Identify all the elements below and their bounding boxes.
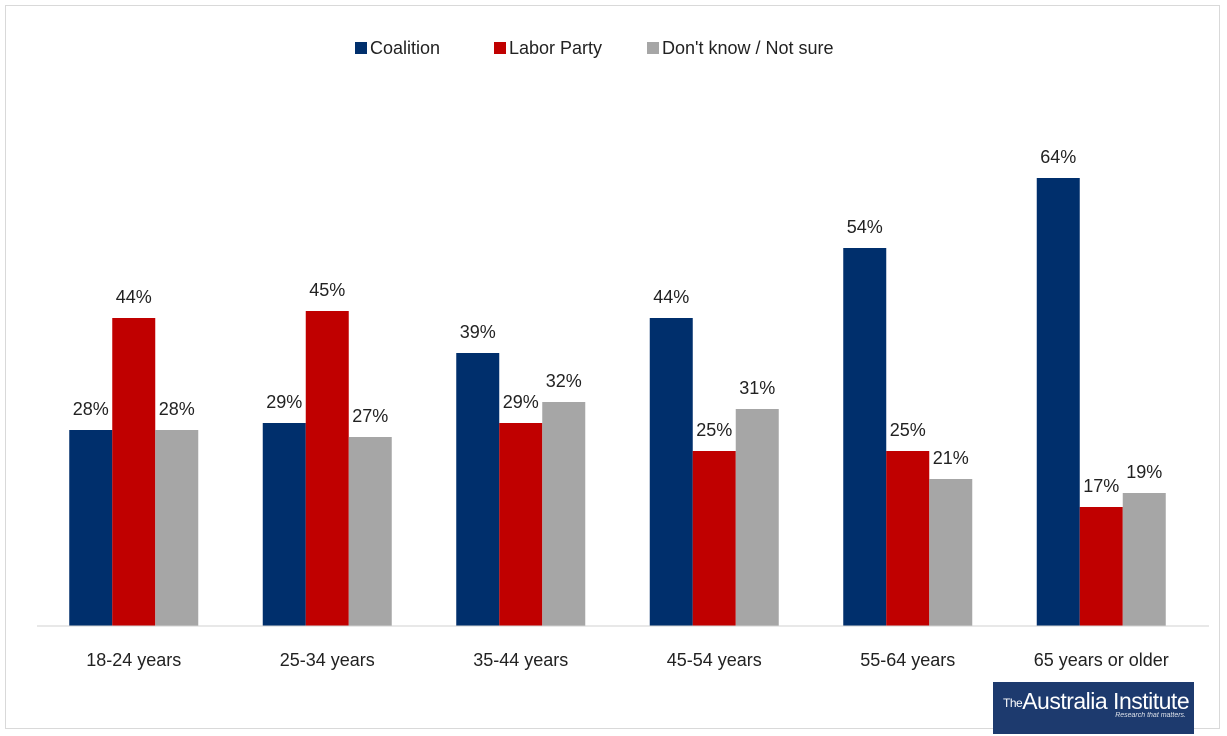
- logo-prefix: The: [1003, 696, 1023, 710]
- x-tick-label-45-54-years: 45-54 years: [667, 650, 762, 670]
- bar-labor-party-65-years-or-older: [1079, 507, 1123, 626]
- bar-don-t-know-not-sure-45-54-years: [735, 409, 779, 626]
- data-label-labor-party-55-64-years: 25%: [890, 420, 926, 440]
- logo-name: Australia Institute: [1022, 688, 1190, 714]
- bar-coalition-65-years-or-older: [1036, 178, 1080, 626]
- data-label-don-t-know-not-sure-25-34-years: 27%: [352, 406, 388, 426]
- x-tick-label-25-34-years: 25-34 years: [280, 650, 375, 670]
- bar-labor-party-18-24-years: [112, 318, 156, 626]
- bar-don-t-know-not-sure-18-24-years: [155, 430, 199, 626]
- legend-swatch-coalition: [355, 42, 367, 54]
- bar-chart: Coalition Labor Party Don't know / Not sur…: [37, 38, 1209, 670]
- legend-label-coalition: Coalition: [370, 38, 440, 58]
- data-label-labor-party-35-44-years: 29%: [503, 392, 539, 412]
- bar-coalition-25-34-years: [262, 423, 306, 626]
- bar-coalition-18-24-years: [69, 430, 113, 626]
- bar-coalition-35-44-years: [456, 353, 500, 626]
- data-label-coalition-65-years-or-older: 64%: [1040, 147, 1076, 167]
- data-label-coalition-55-64-years: 54%: [847, 217, 883, 237]
- data-label-don-t-know-not-sure-45-54-years: 31%: [739, 378, 775, 398]
- chart-frame: Coalition Labor Party Don't know / Not sur…: [5, 5, 1220, 729]
- data-label-labor-party-45-54-years: 25%: [696, 420, 732, 440]
- bar-labor-party-25-34-years: [305, 311, 349, 626]
- data-label-coalition-18-24-years: 28%: [73, 399, 109, 419]
- bar-don-t-know-not-sure-65-years-or-older: [1122, 493, 1166, 626]
- legend-swatch-labor-party: [494, 42, 506, 54]
- legend: Coalition Labor Party Don't know / Not sur…: [355, 38, 834, 58]
- logo-tagline: Research that matters.: [1115, 712, 1186, 719]
- data-label-labor-party-25-34-years: 45%: [309, 280, 345, 300]
- x-tick-label-55-64-years: 55-64 years: [860, 650, 955, 670]
- legend-label-don-t-know-not-sure: Don't know / Not sure: [662, 38, 834, 58]
- data-label-coalition-45-54-years: 44%: [653, 287, 689, 307]
- bar-labor-party-55-64-years: [886, 451, 930, 626]
- data-label-labor-party-65-years-or-older: 17%: [1083, 476, 1119, 496]
- x-tick-label-65-years-or-older: 65 years or older: [1034, 650, 1169, 670]
- x-tick-label-35-44-years: 35-44 years: [473, 650, 568, 670]
- data-label-don-t-know-not-sure-55-64-years: 21%: [933, 448, 969, 468]
- x-tick-label-18-24-years: 18-24 years: [86, 650, 181, 670]
- bar-coalition-45-54-years: [649, 318, 693, 626]
- data-label-labor-party-18-24-years: 44%: [116, 287, 152, 307]
- legend-swatch-don-t-know-not-sure: [647, 42, 659, 54]
- bar-labor-party-45-54-years: [692, 451, 736, 626]
- bar-don-t-know-not-sure-35-44-years: [542, 402, 586, 626]
- bar-labor-party-35-44-years: [499, 423, 543, 626]
- data-labels: 28% 44% 28% 29% 45% 27% 39% 29% 32% 44% 25% 31% 54% 2…: [73, 147, 1163, 496]
- australia-institute-logo: TheAustralia Institute Research that mat…: [993, 682, 1194, 734]
- bar-coalition-55-64-years: [843, 248, 887, 626]
- data-label-don-t-know-not-sure-18-24-years: 28%: [159, 399, 195, 419]
- data-label-coalition-25-34-years: 29%: [266, 392, 302, 412]
- x-tick-labels: 18-24 years 25-34 years 35-44 years 45-54 y…: [86, 650, 1169, 670]
- legend-label-labor-party: Labor Party: [509, 38, 602, 58]
- data-label-coalition-35-44-years: 39%: [460, 322, 496, 342]
- bar-don-t-know-not-sure-55-64-years: [929, 479, 973, 626]
- data-label-don-t-know-not-sure-35-44-years: 32%: [546, 371, 582, 391]
- data-label-don-t-know-not-sure-65-years-or-older: 19%: [1126, 462, 1162, 482]
- bar-don-t-know-not-sure-25-34-years: [348, 437, 392, 626]
- bars: [69, 178, 1166, 626]
